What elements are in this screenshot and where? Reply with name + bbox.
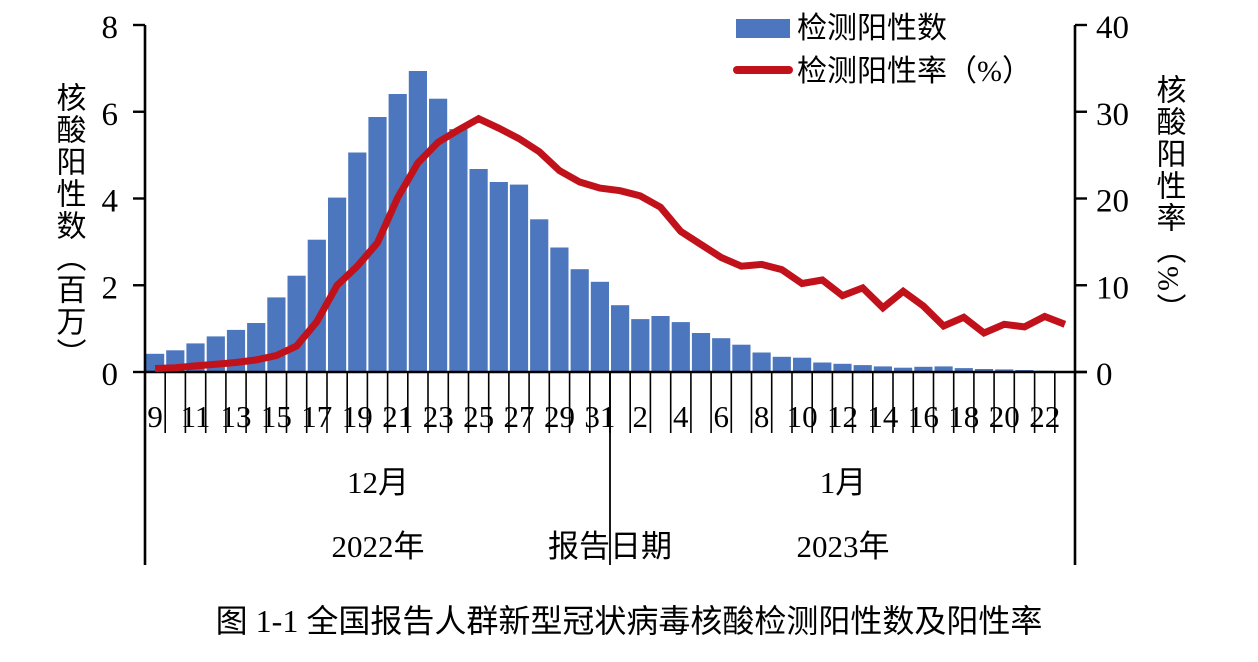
bar — [489, 182, 508, 372]
left-tick-label: 6 — [102, 97, 119, 133]
date-tick-label: 22 — [1029, 399, 1060, 434]
rate-line — [154, 114, 1067, 372]
bar — [550, 247, 569, 372]
left-axis-title: 核酸阳性数（百万） — [51, 82, 85, 370]
bar — [712, 338, 731, 372]
bar — [631, 319, 650, 372]
bar — [732, 344, 751, 372]
bar — [873, 366, 892, 372]
right-tick-label: 30 — [1096, 97, 1129, 133]
left-tick-label: 4 — [102, 184, 119, 220]
right-tick-label: 0 — [1096, 357, 1113, 393]
date-tick-label: 23 — [423, 399, 454, 434]
year-label-2023: 2023年 — [796, 529, 890, 564]
date-tick-label: 21 — [382, 399, 413, 434]
bar — [429, 98, 448, 372]
bar — [651, 316, 670, 372]
bar — [974, 369, 994, 372]
date-tick-label: 13 — [221, 399, 252, 434]
bar — [469, 169, 488, 372]
legend-bar-swatch — [736, 19, 790, 38]
left-tick-label: 2 — [102, 270, 119, 306]
date-tick-label: 9 — [147, 399, 163, 434]
bar — [833, 363, 852, 372]
date-tick-label: 12 — [827, 399, 858, 434]
bar — [793, 357, 812, 372]
date-tick-label: 4 — [673, 399, 689, 434]
bar — [611, 305, 630, 372]
date-tick-label: 25 — [463, 399, 494, 434]
date-tick-label: 29 — [544, 399, 575, 434]
bar — [752, 352, 771, 372]
year-label-2022: 2022年 — [331, 529, 425, 564]
left-tick-label: 8 — [102, 10, 119, 46]
x-axis-title: 报告日期 — [548, 529, 672, 564]
bar — [813, 362, 832, 372]
bar — [307, 239, 326, 372]
date-tick-label: 2 — [633, 399, 649, 434]
date-tick-label: 31 — [584, 399, 615, 434]
month-label-december: 12月 — [347, 465, 409, 500]
legend — [736, 19, 790, 38]
legend-line-swatch — [733, 66, 793, 74]
date-tick-label: 8 — [754, 399, 770, 434]
bar — [853, 365, 872, 372]
bar — [530, 219, 549, 372]
date-tick-label: 19 — [342, 399, 373, 434]
bar — [449, 129, 468, 372]
date-tick-label: 17 — [301, 399, 332, 434]
date-tick-label: 11 — [181, 399, 211, 434]
date-tick-label: 14 — [867, 399, 899, 434]
date-tick-label: 6 — [713, 399, 729, 434]
bar — [934, 366, 953, 372]
bar — [894, 367, 913, 372]
date-tick-label: 27 — [504, 399, 535, 434]
date-tick-label: 20 — [989, 399, 1020, 434]
right-tick-label: 20 — [1096, 184, 1129, 220]
month-label-january: 1月 — [819, 465, 867, 500]
bar — [247, 323, 266, 372]
bar — [388, 94, 407, 372]
right-axis-title: 核酸阳性率（%） — [1151, 74, 1185, 325]
date-tick-label: 16 — [908, 399, 939, 434]
bar — [590, 281, 609, 372]
figure-caption: 图 1-1 全国报告人群新型冠状病毒核酸检测阳性数及阳性率 — [215, 603, 1043, 639]
date-tick-label: 15 — [261, 399, 292, 434]
bar — [914, 366, 933, 372]
bar — [287, 275, 306, 372]
bar — [691, 333, 711, 372]
bar — [772, 356, 791, 372]
right-tick-label: 10 — [1096, 270, 1129, 306]
date-tick-label: 10 — [787, 399, 818, 434]
legend-line-label: 检测阳性率（%） — [797, 55, 1032, 88]
bar — [671, 322, 690, 372]
bar — [954, 368, 973, 372]
bar — [509, 184, 529, 372]
date-tick-label: 18 — [948, 399, 979, 434]
left-tick-label: 0 — [102, 357, 119, 393]
bar — [408, 71, 427, 372]
legend-bar-label: 检测阳性数 — [797, 12, 947, 45]
bar — [267, 297, 286, 372]
right-tick-label: 40 — [1096, 10, 1129, 46]
bar — [570, 269, 589, 372]
